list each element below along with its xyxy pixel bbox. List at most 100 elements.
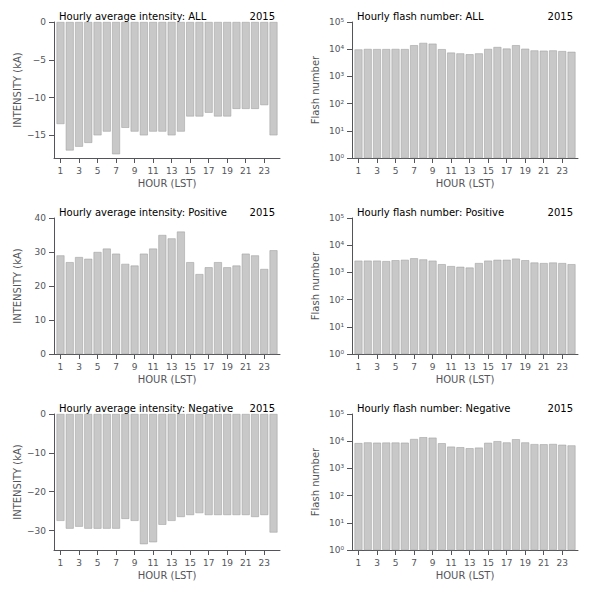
svg-text:10⁴: 10⁴ xyxy=(329,240,344,250)
svg-text:−15: −15 xyxy=(27,130,46,140)
svg-text:−5: −5 xyxy=(33,55,46,65)
svg-text:11: 11 xyxy=(445,166,456,176)
svg-text:5: 5 xyxy=(95,362,101,372)
svg-text:HOUR (LST): HOUR (LST) xyxy=(138,178,197,189)
svg-text:−20: −20 xyxy=(27,487,46,497)
svg-text:21: 21 xyxy=(240,362,251,372)
svg-text:1: 1 xyxy=(58,558,64,568)
svg-text:HOUR (LST): HOUR (LST) xyxy=(436,178,495,189)
svg-text:10²: 10² xyxy=(329,491,344,501)
svg-text:15: 15 xyxy=(482,558,493,568)
svg-text:2015: 2015 xyxy=(250,403,275,414)
svg-text:23: 23 xyxy=(557,362,568,372)
svg-text:1: 1 xyxy=(58,166,64,176)
svg-text:Hourly flash number: Positive: Hourly flash number: Positive xyxy=(357,207,504,218)
svg-text:2015: 2015 xyxy=(250,207,275,218)
svg-text:21: 21 xyxy=(240,558,251,568)
svg-text:Hourly flash number: Negative: Hourly flash number: Negative xyxy=(357,403,510,414)
svg-text:21: 21 xyxy=(538,558,549,568)
svg-text:10⁰: 10⁰ xyxy=(329,349,344,359)
svg-text:3: 3 xyxy=(76,362,82,372)
svg-text:10: 10 xyxy=(35,315,47,325)
svg-text:10⁵: 10⁵ xyxy=(329,213,344,223)
svg-text:3: 3 xyxy=(374,558,380,568)
svg-text:10⁴: 10⁴ xyxy=(329,436,344,446)
svg-text:7: 7 xyxy=(411,362,417,372)
svg-text:10²: 10² xyxy=(329,295,344,305)
svg-text:10⁵: 10⁵ xyxy=(329,17,344,27)
svg-text:5: 5 xyxy=(95,166,101,176)
svg-text:21: 21 xyxy=(240,166,251,176)
svg-text:9: 9 xyxy=(132,362,138,372)
svg-text:10¹: 10¹ xyxy=(329,126,344,136)
svg-text:HOUR (LST): HOUR (LST) xyxy=(436,570,495,581)
svg-text:5: 5 xyxy=(393,166,399,176)
svg-text:15: 15 xyxy=(184,558,195,568)
svg-text:19: 19 xyxy=(221,166,233,176)
svg-text:13: 13 xyxy=(166,166,177,176)
svg-text:10³: 10³ xyxy=(329,463,344,473)
svg-text:2015: 2015 xyxy=(548,207,573,218)
svg-text:2015: 2015 xyxy=(548,11,573,22)
svg-text:7: 7 xyxy=(113,166,119,176)
svg-text:HOUR (LST): HOUR (LST) xyxy=(436,374,495,385)
svg-text:15: 15 xyxy=(184,362,195,372)
svg-text:30: 30 xyxy=(35,247,47,257)
svg-text:0: 0 xyxy=(40,349,46,359)
svg-text:15: 15 xyxy=(184,166,195,176)
svg-text:13: 13 xyxy=(166,362,177,372)
svg-text:10⁰: 10⁰ xyxy=(329,153,344,163)
svg-text:Hourly average intensity: Posi: Hourly average intensity: Positive xyxy=(59,207,227,218)
svg-text:23: 23 xyxy=(557,558,568,568)
svg-text:2015: 2015 xyxy=(548,403,573,414)
svg-text:10¹: 10¹ xyxy=(329,518,344,528)
svg-text:11: 11 xyxy=(445,558,456,568)
svg-text:7: 7 xyxy=(411,166,417,176)
svg-text:23: 23 xyxy=(557,166,568,176)
svg-text:INTENSITY (kA): INTENSITY (kA) xyxy=(12,248,23,324)
svg-text:9: 9 xyxy=(132,558,138,568)
svg-text:5: 5 xyxy=(95,558,101,568)
svg-text:Hourly average intensity: Nega: Hourly average intensity: Negative xyxy=(59,403,233,414)
svg-text:19: 19 xyxy=(519,362,531,372)
svg-text:7: 7 xyxy=(113,362,119,372)
svg-text:0: 0 xyxy=(40,17,46,27)
svg-text:17: 17 xyxy=(203,166,214,176)
svg-text:40: 40 xyxy=(35,213,47,223)
svg-text:15: 15 xyxy=(482,362,493,372)
svg-text:11: 11 xyxy=(147,362,158,372)
svg-text:3: 3 xyxy=(76,558,82,568)
svg-text:7: 7 xyxy=(411,558,417,568)
svg-text:13: 13 xyxy=(464,362,475,372)
svg-text:INTENSITY (kA): INTENSITY (kA) xyxy=(12,444,23,520)
svg-text:Hourly flash number: ALL: Hourly flash number: ALL xyxy=(357,11,484,22)
svg-text:10³: 10³ xyxy=(329,267,344,277)
svg-text:21: 21 xyxy=(538,166,549,176)
svg-text:13: 13 xyxy=(464,166,475,176)
svg-text:5: 5 xyxy=(393,558,399,568)
svg-text:1: 1 xyxy=(356,166,362,176)
svg-text:2015: 2015 xyxy=(250,11,275,22)
svg-text:21: 21 xyxy=(538,362,549,372)
svg-text:10⁴: 10⁴ xyxy=(329,44,344,54)
svg-text:1: 1 xyxy=(58,362,64,372)
svg-text:−10: −10 xyxy=(27,93,46,103)
svg-text:3: 3 xyxy=(374,362,380,372)
svg-text:Flash number: Flash number xyxy=(310,251,321,320)
svg-text:17: 17 xyxy=(501,362,512,372)
svg-text:−10: −10 xyxy=(27,448,46,458)
svg-text:23: 23 xyxy=(259,166,270,176)
svg-text:23: 23 xyxy=(259,558,270,568)
svg-text:13: 13 xyxy=(464,558,475,568)
svg-text:11: 11 xyxy=(147,166,158,176)
svg-text:Flash number: Flash number xyxy=(310,447,321,516)
svg-text:9: 9 xyxy=(430,166,436,176)
svg-text:9: 9 xyxy=(132,166,138,176)
svg-text:−30: −30 xyxy=(27,526,46,536)
svg-text:10³: 10³ xyxy=(329,71,344,81)
svg-text:19: 19 xyxy=(519,166,531,176)
svg-text:7: 7 xyxy=(113,558,119,568)
svg-text:23: 23 xyxy=(259,362,270,372)
svg-text:19: 19 xyxy=(221,362,233,372)
svg-text:9: 9 xyxy=(430,362,436,372)
